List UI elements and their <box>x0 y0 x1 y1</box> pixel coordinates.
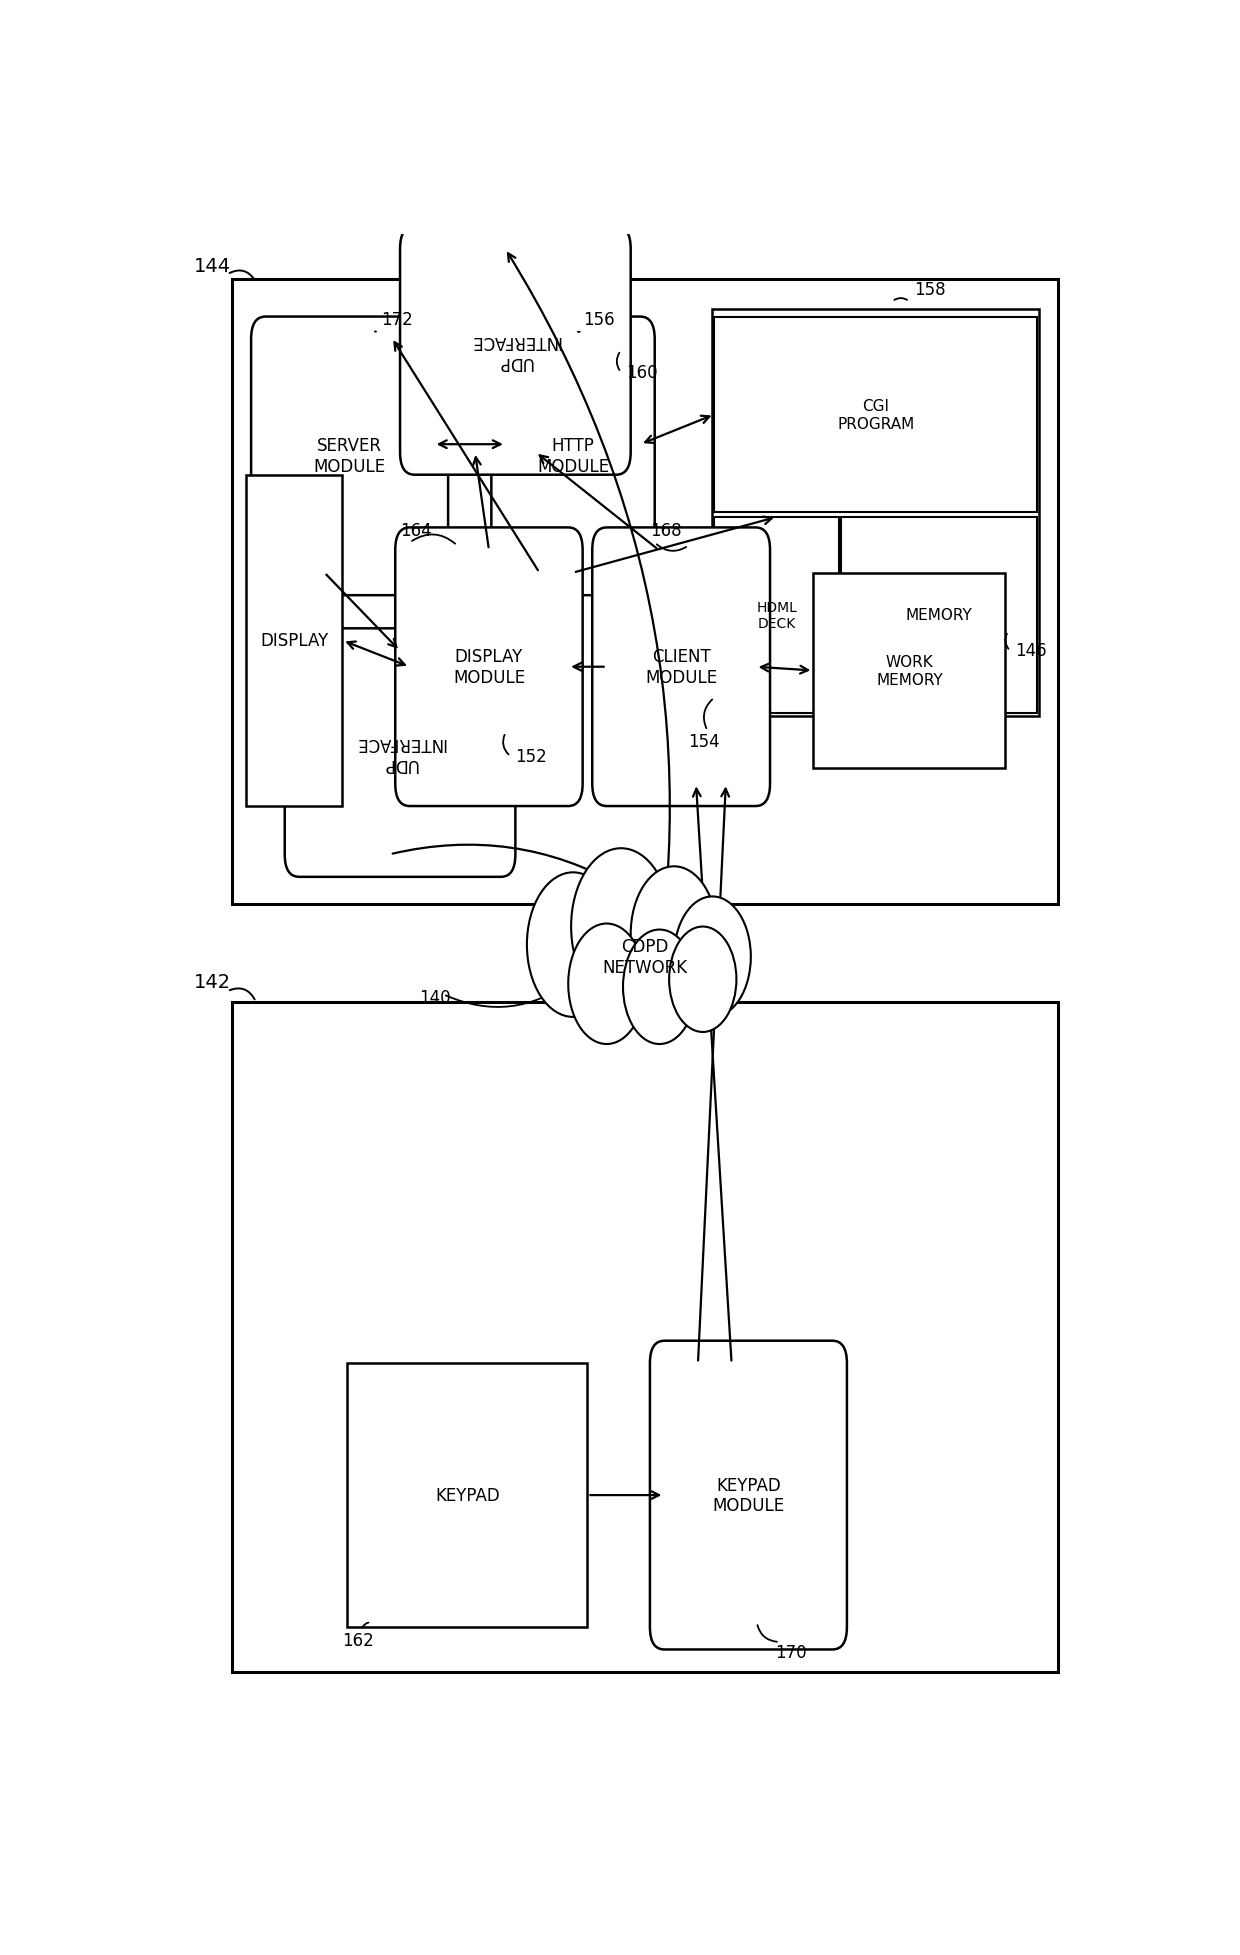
Text: DISPLAY
MODULE: DISPLAY MODULE <box>453 647 525 686</box>
Text: 162: 162 <box>342 1630 374 1650</box>
Text: WORK
MEMORY: WORK MEMORY <box>875 655 942 688</box>
Bar <box>232 1003 1059 1672</box>
Circle shape <box>622 931 696 1044</box>
Circle shape <box>670 927 737 1032</box>
FancyBboxPatch shape <box>401 227 631 475</box>
Text: 160: 160 <box>626 364 657 381</box>
Bar <box>232 280 1059 905</box>
Text: 146: 146 <box>1016 641 1047 661</box>
Bar <box>714 317 1037 512</box>
Bar <box>247 475 342 807</box>
Text: 154: 154 <box>688 733 720 751</box>
Text: KEYPAD
MODULE: KEYPAD MODULE <box>712 1476 785 1515</box>
FancyBboxPatch shape <box>650 1341 847 1650</box>
Text: 158: 158 <box>914 282 946 299</box>
Text: CLIENT
MODULE: CLIENT MODULE <box>645 647 717 686</box>
Text: UDP
INTERFACE: UDP INTERFACE <box>355 733 445 772</box>
FancyBboxPatch shape <box>396 528 583 807</box>
Circle shape <box>631 866 717 1003</box>
Text: CGI
PROGRAM: CGI PROGRAM <box>837 399 914 432</box>
Bar <box>841 518 1037 714</box>
Text: HDML
DECK: HDML DECK <box>756 600 797 631</box>
Text: 172: 172 <box>381 311 413 328</box>
FancyBboxPatch shape <box>250 317 448 596</box>
Text: 152: 152 <box>516 747 547 766</box>
Text: CDPD
NETWORK: CDPD NETWORK <box>603 938 688 978</box>
FancyBboxPatch shape <box>593 528 770 807</box>
Bar <box>714 518 839 714</box>
Text: 142: 142 <box>193 972 231 991</box>
Text: 164: 164 <box>401 522 432 540</box>
Text: 170: 170 <box>775 1642 806 1662</box>
Text: 140: 140 <box>419 989 451 1007</box>
Text: HTTP
MODULE: HTTP MODULE <box>537 438 609 475</box>
Bar <box>347 1365 588 1627</box>
Circle shape <box>675 897 750 1017</box>
Text: MEMORY: MEMORY <box>905 608 972 624</box>
Text: SERVER
MODULE: SERVER MODULE <box>314 438 386 475</box>
FancyBboxPatch shape <box>491 317 655 596</box>
FancyBboxPatch shape <box>285 630 516 878</box>
Circle shape <box>527 872 619 1017</box>
Circle shape <box>572 848 671 1005</box>
Text: KEYPAD: KEYPAD <box>435 1486 500 1503</box>
Circle shape <box>568 925 645 1044</box>
Text: 168: 168 <box>650 522 682 540</box>
Text: 144: 144 <box>193 258 231 276</box>
Text: DISPLAY: DISPLAY <box>260 631 329 651</box>
Text: UDP
INTERFACE: UDP INTERFACE <box>470 332 560 371</box>
Bar <box>813 573 1006 768</box>
Bar <box>712 311 1039 716</box>
Text: 156: 156 <box>583 311 614 328</box>
